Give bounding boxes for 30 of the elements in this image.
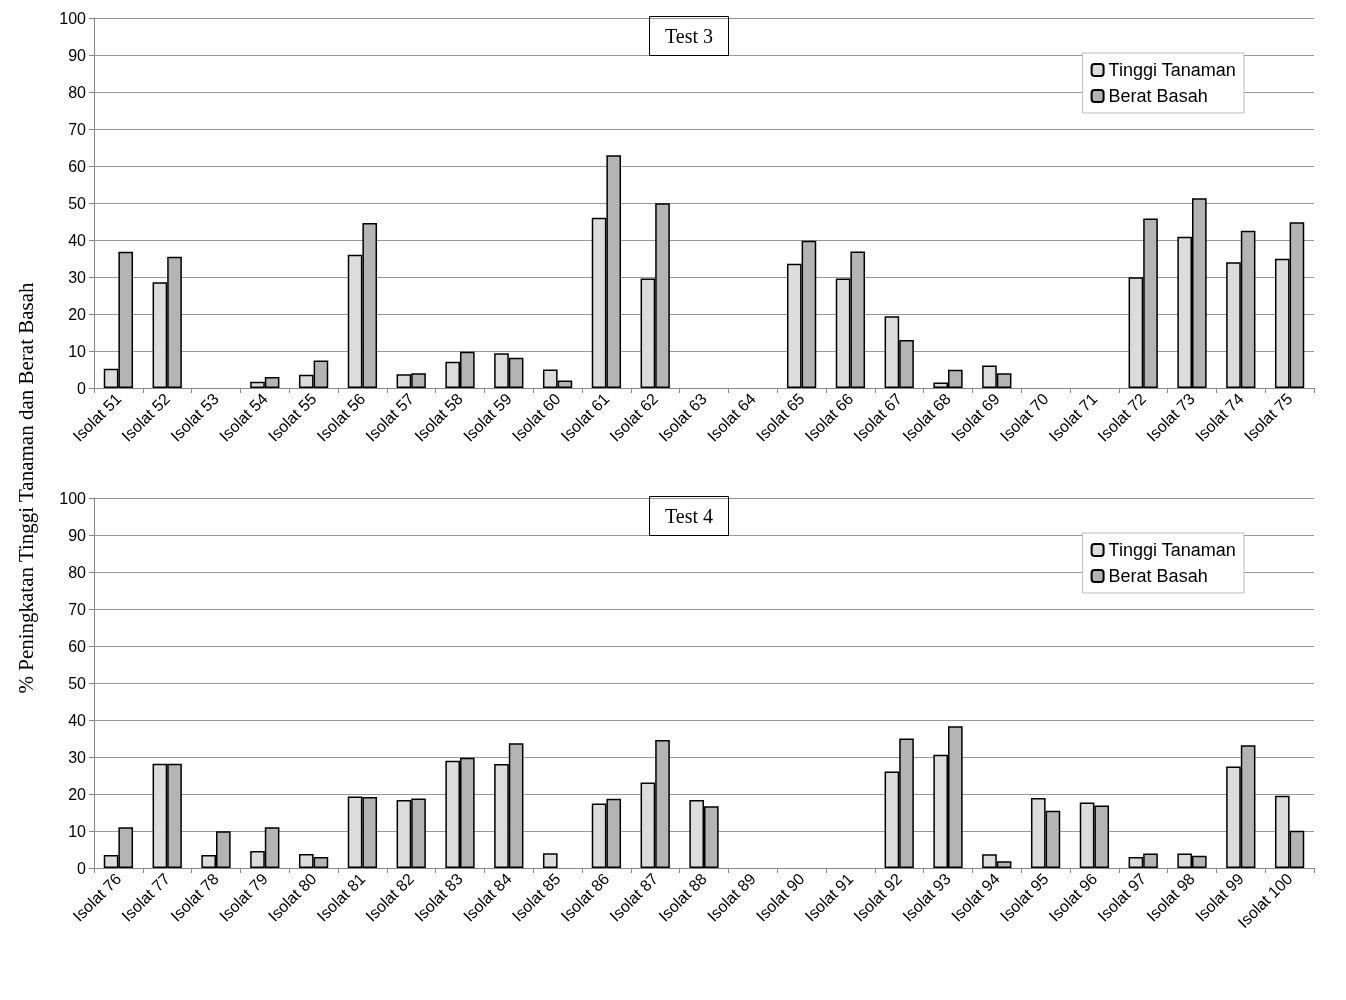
y-axis-title: % Peningkatan Tinggi Tanaman dan Berat Basah [13,282,39,694]
y-tick-label: 40 [68,231,87,249]
y-tick-label: 50 [68,674,87,692]
y-tick-label: 60 [68,157,87,175]
y-tick-label: 80 [68,563,87,581]
y-tick-label: 10 [68,342,87,360]
y-tick-label: 60 [68,637,87,655]
y-tick-label: 80 [68,83,87,101]
y-tick-label: 20 [68,305,87,323]
legend-label: Berat Basah [1108,86,1208,106]
y-tick-label: 90 [68,526,87,544]
y-tick-label: 0 [77,859,87,877]
y-tick-label: 70 [68,120,87,138]
y-tick-label: 100 [59,9,87,27]
chart-title: Test 3 [664,25,714,47]
y-tick-label: 30 [68,268,87,286]
legend-label: Tinggi Tanaman [1108,60,1236,80]
bar [542,853,558,868]
legend-label: Berat Basah [1108,566,1208,586]
legend-label: Tinggi Tanaman [1108,540,1236,560]
y-tick-label: 30 [68,748,87,766]
chart-title: Test 4 [664,505,714,527]
y-tick-label: 20 [68,785,87,803]
y-tick-label: 90 [68,46,87,64]
y-tick-label: 0 [77,379,87,397]
y-tick-label: 50 [68,194,87,212]
y-tick-label: 10 [68,822,87,840]
y-tick-label: 70 [68,600,87,618]
y-tick-label: 100 [59,489,87,507]
y-tick-label: 40 [68,711,87,729]
